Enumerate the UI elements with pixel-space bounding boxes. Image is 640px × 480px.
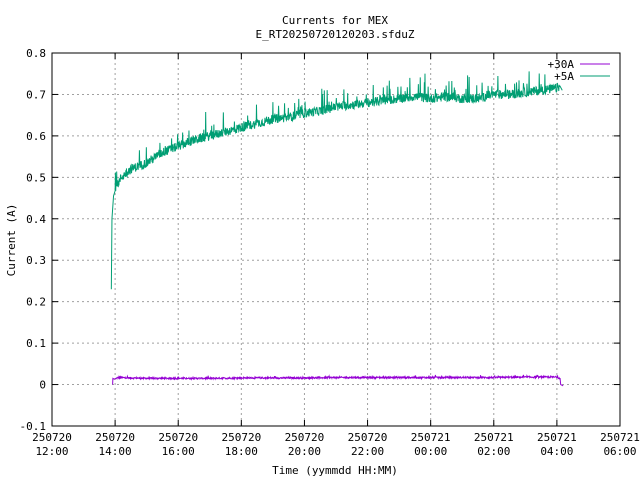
legend-label: +30A	[548, 58, 575, 71]
x-tick-time-label: 16:00	[162, 445, 195, 458]
x-tick-date-label: 250721	[600, 431, 640, 444]
x-tick-date-label: 250721	[537, 431, 577, 444]
y-tick-label: 0.1	[26, 337, 46, 350]
x-tick-time-label: 02:00	[477, 445, 510, 458]
x-tick-date-label: 250720	[95, 431, 135, 444]
x-axis-label: Time (yymmdd HH:MM)	[272, 464, 398, 477]
y-tick-label: 0.3	[26, 254, 46, 267]
x-tick-date-label: 250720	[158, 431, 198, 444]
x-tick-date-label: 250720	[221, 431, 261, 444]
x-tick-time-label: 14:00	[99, 445, 132, 458]
legend-label: +5A	[554, 70, 574, 83]
y-tick-label: -0.1	[20, 420, 47, 433]
x-tick-date-label: 250721	[474, 431, 514, 444]
plot-frame	[51, 52, 621, 427]
series-line-30A	[112, 374, 564, 387]
y-tick-label: 0.5	[26, 171, 46, 184]
series-line-5A	[110, 71, 563, 290]
x-tick-time-label: 22:00	[351, 445, 384, 458]
x-tick-time-label: 20:00	[288, 445, 321, 458]
y-tick-label: 0.6	[26, 130, 46, 143]
ticks: -0.100.10.20.30.40.50.60.70.825072012:00…	[20, 47, 640, 458]
series-layer	[110, 71, 564, 387]
x-tick-time-label: 18:00	[225, 445, 258, 458]
y-tick-label: 0.4	[26, 213, 46, 226]
grid	[52, 53, 620, 426]
x-tick-time-label: 00:00	[414, 445, 447, 458]
x-tick-time-label: 12:00	[35, 445, 68, 458]
chart-subtitle: E_RT20250720120203.sfduZ	[256, 28, 415, 41]
y-tick-label: 0.7	[26, 88, 46, 101]
x-tick-date-label: 250720	[285, 431, 325, 444]
chart-title: Currents for MEX	[282, 14, 388, 27]
y-tick-label: 0.8	[26, 47, 46, 60]
x-tick-date-label: 250720	[32, 431, 72, 444]
y-tick-label: 0	[39, 379, 46, 392]
y-tick-label: 0.2	[26, 296, 46, 309]
x-tick-date-label: 250721	[411, 431, 451, 444]
y-axis-label: Current (A)	[5, 204, 18, 277]
legend: +30A+5A	[548, 58, 610, 83]
x-tick-time-label: 04:00	[540, 445, 573, 458]
x-tick-time-label: 06:00	[603, 445, 636, 458]
x-tick-date-label: 250720	[348, 431, 388, 444]
